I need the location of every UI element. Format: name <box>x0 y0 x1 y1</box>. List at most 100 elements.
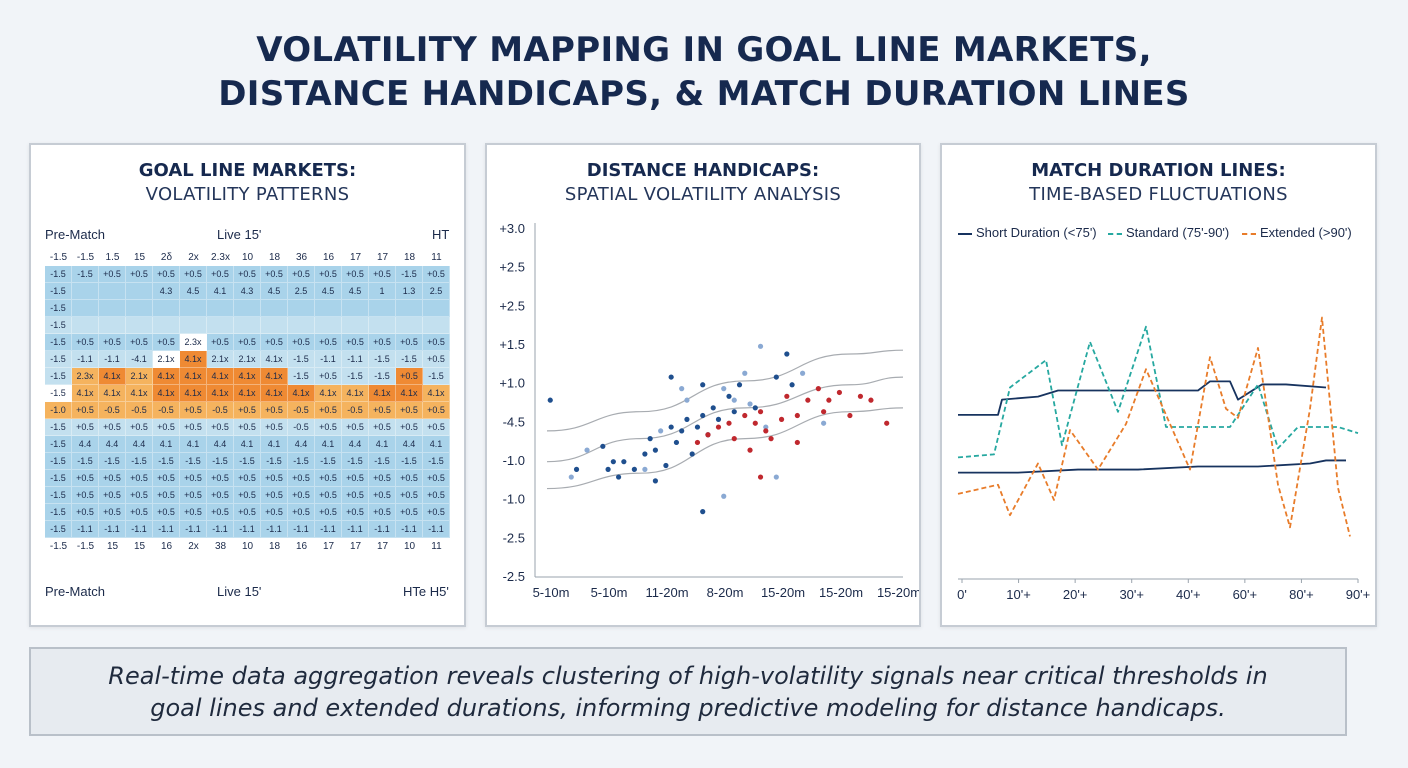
heatmap-cell: +0.5 <box>423 470 450 487</box>
scatter-point <box>805 397 811 403</box>
heatmap-cell: +0.5 <box>261 470 288 487</box>
heatmap-axis-label: 2x <box>188 252 199 263</box>
heatmap-cell: +0.5 <box>126 266 153 283</box>
heatmap-cell: +0.5 <box>369 470 396 487</box>
scatter-point <box>694 424 701 430</box>
heatmap-cell: 4.1x <box>369 385 396 402</box>
heatmap-cell: -0.5 <box>288 419 315 436</box>
heatmap-cell: -1.1 <box>126 521 153 538</box>
heatmap-cell: +0.5 <box>423 504 450 521</box>
heatmap-cell: +0.5 <box>288 334 315 351</box>
heatmap-cell <box>72 300 99 317</box>
scatter-point <box>836 389 842 396</box>
heatmap-cell: +0.5 <box>342 419 369 436</box>
heatmap-cell <box>126 300 153 317</box>
scatter-point <box>715 416 722 422</box>
heatmap-axis-label: 2.3x <box>211 252 230 263</box>
heatmap-cell: -1.5 <box>396 266 423 283</box>
goal-line-title: GOAL LINE MARKETS: <box>138 160 357 181</box>
heatmap-cell: +0.5 <box>396 470 423 487</box>
scatter-x-tick-label: 5-10m <box>533 585 570 600</box>
heatmap-column-footers: -1.5 -1.5 15 15 16 2x 38 10 18 16 17 17 17 10 11 <box>45 538 450 555</box>
heatmap-cell: 4.1x <box>234 368 261 385</box>
heatmap-cell <box>126 317 153 334</box>
heatmap-cell: +0.5 <box>180 402 207 419</box>
heatmap-cell: -1.5 <box>369 351 396 368</box>
scatter-x-tick-label: 15-20m <box>761 585 805 600</box>
heatmap-cell: 4.1x <box>99 385 126 402</box>
heatmap-cell: +0.5 <box>207 419 234 436</box>
heatmap-cell: 2.1x <box>207 351 234 368</box>
scatter-point <box>763 428 769 434</box>
scatter-point <box>773 374 779 380</box>
scatter-point <box>679 386 685 392</box>
heatmap-cell: +0.5 <box>99 266 126 283</box>
heatmap-cell: +0.5 <box>180 419 207 436</box>
heatmap-cell: 4.1x <box>180 351 207 368</box>
heatmap-cell: 4.1x <box>261 368 288 385</box>
series-line-short-lower <box>958 459 1346 474</box>
heatmap-cell: +0.5 <box>261 266 288 283</box>
heatmap-row: -1.5 -1.5 -1.5 -1.5 -1.5 -1.5 -1.5 -1.5 -1.5 -1.5… <box>45 453 450 470</box>
heatmap-cell <box>369 317 396 334</box>
scatter-point <box>857 393 864 399</box>
heatmap-cell <box>180 317 207 334</box>
scatter-point <box>700 382 706 388</box>
scatter-point <box>736 382 743 388</box>
goal-line-subtitle: VOLATILITY PATTERNS <box>145 184 350 205</box>
match-duration-panel: MATCH DURATION LINES: TIME-BASED FLUCTUA… <box>940 143 1377 627</box>
scatter-point <box>547 397 553 403</box>
heatmap-cell: 4.4 <box>342 436 369 453</box>
heatmap-cell <box>315 300 342 317</box>
scatter-point <box>689 451 695 457</box>
heatmap-cell: -1.5 <box>180 453 207 470</box>
scatter-point <box>700 412 706 419</box>
scatter-point <box>784 393 790 399</box>
caption-line-1: Real-time data aggregation reveals clust… <box>108 662 1268 690</box>
series-line-extended <box>957 316 1351 537</box>
line-x-tick-label: 0' <box>957 587 967 602</box>
heatmap-cell: -1.1 <box>207 521 234 538</box>
heatmap-cell: +0.5 <box>153 266 180 283</box>
scatter-point <box>800 370 806 376</box>
heatmap-cell: +0.5 <box>99 470 126 487</box>
heatmap-cell: 4.5 <box>315 283 342 300</box>
heatmap-cell: +0.5 <box>180 470 207 487</box>
heatmap-cell: 2.5 <box>423 283 450 300</box>
heatmap-cell: 4.1x <box>153 385 180 402</box>
scatter-point <box>868 397 874 403</box>
heatmap-cell: -0.5 <box>153 402 180 419</box>
heatmap-cell: +0.5 <box>261 419 288 436</box>
heatmap-cell: -1.1 <box>99 521 126 538</box>
heatmap-cell: -1.5 <box>45 317 72 334</box>
scatter-point <box>642 451 648 457</box>
heatmap-cell: +0.5 <box>396 334 423 351</box>
distance-handicap-panel: DISTANCE HANDICAPS: SPATIAL VOLATILITY A… <box>485 143 921 627</box>
heatmap-cell: -1.5 <box>288 368 315 385</box>
heatmap-axis-label: 16 <box>160 541 173 552</box>
heatmap-cell: -0.5 <box>207 402 234 419</box>
scatter-y-tick-label: -2.5 <box>503 569 525 584</box>
scatter-point <box>826 397 832 403</box>
main-title-line-2: DISTANCE HANDICAPS, & MATCH DURATION LIN… <box>218 74 1190 114</box>
heatmap-cell: 4.1 <box>369 436 396 453</box>
heatmap-cell: -1.5 <box>72 453 99 470</box>
heatmap-cell: +0.5 <box>369 487 396 504</box>
heatmap-cell: 4.1 <box>423 436 450 453</box>
heatmap-cell: 4.4 <box>72 436 99 453</box>
heatmap-row: -1.5 4.4 4.4 4.4 4.1 4.1 4.4 4.1 4.1 4.4 4.1 4.4 4.1… <box>45 436 450 453</box>
heatmap-cell <box>342 317 369 334</box>
line-x-tick-label: 90'+ <box>1346 587 1371 602</box>
scatter-point <box>794 439 800 446</box>
scatter-point <box>684 397 690 403</box>
scatter-point <box>752 420 758 426</box>
heatmap-cell <box>288 317 315 334</box>
legend-standard: Standard (75'-90') <box>1108 225 1229 240</box>
heatmap-cell: +0.5 <box>180 266 207 283</box>
scatter-point <box>757 409 764 415</box>
heatmap-row: -1.5 +0.5 +0.5 +0.5 +0.5 +0.5 +0.5 +0.5 +0.5 +0.5… <box>45 470 450 487</box>
heatmap-cell: +0.5 <box>126 487 153 504</box>
heatmap-row: -1.5 +0.5 +0.5 +0.5 +0.5 +0.5 +0.5 +0.5 +0.5 +0.5… <box>45 504 450 521</box>
scatter-point <box>815 386 821 392</box>
heatmap-cell: -1.1 <box>261 521 288 538</box>
